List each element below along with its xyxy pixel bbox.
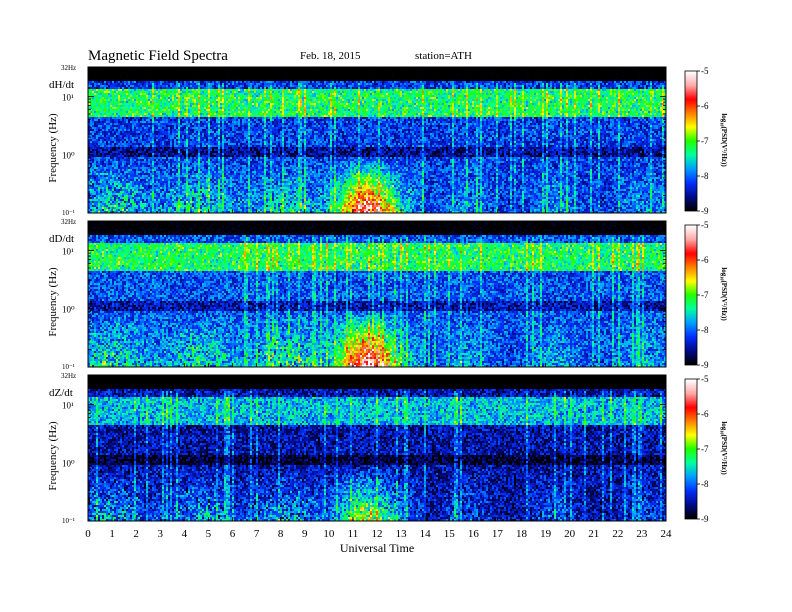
ytick-10-0: 10⁰ [62,305,75,315]
colorbar-label: log₁₀(PSD(V²/Hz)) [720,421,728,475]
x-tick-label: 17 [492,528,504,540]
y-axis-label: Frequency (Hz) [47,267,59,337]
x-axis-label: Universal Time [340,541,414,555]
colorbar-dh-dt [685,71,697,211]
x-tick-label: 9 [302,528,308,540]
colorbar-tick-label: -8 [701,171,709,181]
spectrogram-dh-dt [88,67,666,213]
x-tick-labels: 0 1 2 3 4 5 6 7 8 9 10 11 12 13 14 15 16 17 18 19 20 21 22 23 24 [85,528,672,540]
colorbar-label: log₁₀(PSD(V²/Hz)) [720,267,728,321]
colorbar-tick-label: -9 [701,206,709,216]
ytick-10-0: 10⁰ [62,459,75,469]
ytick-10-m1: 10⁻¹ [62,517,75,525]
colorbar-label: log₁₀(PSD(V²/Hz)) [720,113,728,167]
colorbar-tick-label: -7 [701,290,709,300]
x-tick-label: 18 [516,528,528,540]
x-tick-label: 5 [206,528,212,540]
ytick-10-1: 10¹ [62,400,74,410]
colorbar-ticks: -5 -6 -7 -8 -9 [697,220,709,370]
ytick-10-m1: 10⁻¹ [62,209,75,217]
x-tick-label: 10 [323,528,335,540]
colorbar-tick-label: -8 [701,325,709,335]
ytick-10-0: 10⁰ [62,151,75,161]
x-tick-label: 23 [636,528,648,540]
x-tick-label: 20 [564,528,576,540]
colorbar-tick-label: -7 [701,136,709,146]
colorbar-dd-dt [685,225,697,365]
spectrogram-dz-dt [88,375,666,521]
x-tick-label: 15 [444,528,456,540]
colorbar-tick-label: -6 [701,255,709,265]
top-freq-label: 32Hz [61,64,76,72]
colorbar-dz-dt [685,379,697,519]
colorbar-tick-label: -9 [701,360,709,370]
panel-name-dd-dt: dD/dt [49,233,74,245]
x-tick-label: 0 [85,528,91,540]
x-tick-label: 1 [109,528,115,540]
x-tick-label: 13 [396,528,408,540]
x-tick-label: 21 [588,528,599,540]
ytick-10-1: 10¹ [62,92,74,102]
axis-ticks [87,221,667,367]
x-tick-label: 6 [230,528,236,540]
axis-ticks [87,375,667,521]
colorbar-tick-label: -8 [701,479,709,489]
axis-ticks [87,67,667,213]
colorbar-tick-label: -6 [701,101,709,111]
x-tick-label: 11 [348,528,359,540]
figure-title: Magnetic Field Spectra [88,48,228,64]
x-tick-label: 7 [254,528,260,540]
panel-dz-dt: 32Hz dZ/dt 10¹ 10⁰ 10⁻¹ Frequency (Hz) -… [47,372,728,525]
x-tick-label: 14 [420,528,432,540]
colorbar-tick-label: -5 [701,374,709,384]
top-freq-label: 32Hz [61,372,76,380]
colorbar-ticks: -5 -6 -7 -8 -9 [697,66,709,216]
x-tick-label: 2 [133,528,139,540]
x-tick-label: 24 [661,528,673,540]
panel-name-dh-dt: dH/dt [49,79,74,91]
colorbar-ticks: -5 -6 -7 -8 -9 [697,374,709,524]
colorbar-tick-label: -5 [701,66,709,76]
ytick-10-1: 10¹ [62,246,74,256]
x-tick-label: 16 [468,528,480,540]
y-axis-label: Frequency (Hz) [47,421,59,491]
station-label: station=ATH [415,50,472,62]
x-tick-label: 3 [158,528,164,540]
date-label: Feb. 18, 2015 [300,50,361,62]
panel-dh-dt: 32Hz dH/dt 10¹ 10⁰ 10⁻¹ Frequency (Hz) -… [47,64,728,217]
x-tick-label: 4 [182,528,188,540]
x-tick-label: 8 [278,528,284,540]
ytick-10-m1: 10⁻¹ [62,363,75,371]
x-tick-label: 22 [612,528,623,540]
panel-dd-dt: 32Hz dD/dt 10¹ 10⁰ 10⁻¹ Frequency (Hz) -… [47,218,728,371]
colorbar-tick-label: -5 [701,220,709,230]
colorbar-tick-label: -9 [701,514,709,524]
panel-name-dz-dt: dZ/dt [49,387,73,399]
x-tick-label: 19 [540,528,552,540]
colorbar-tick-label: -7 [701,444,709,454]
x-tick-label: 12 [372,528,383,540]
y-axis-label: Frequency (Hz) [47,113,59,183]
spectrogram-dd-dt [88,221,666,367]
top-freq-label: 32Hz [61,218,76,226]
colorbar-tick-label: -6 [701,409,709,419]
